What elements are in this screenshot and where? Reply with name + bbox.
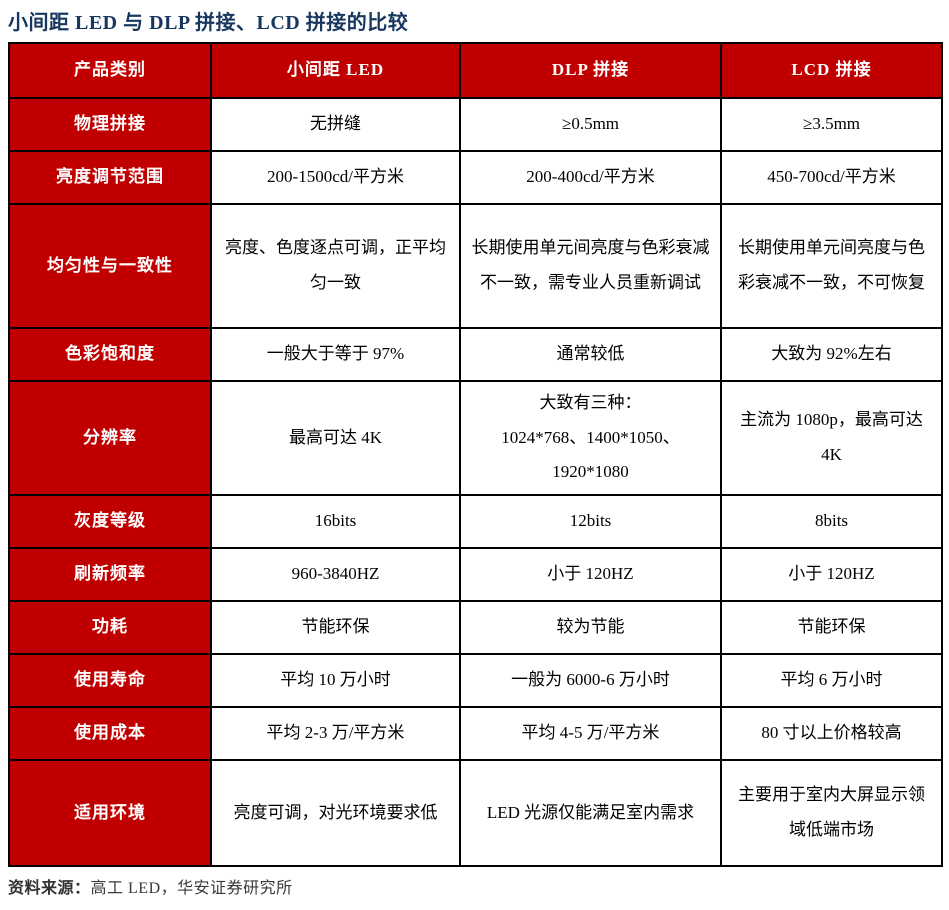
column-header-lcd: LCD 拼接	[720, 42, 943, 99]
table-cell: 200-400cd/平方米	[459, 150, 722, 205]
table-cell: 450-700cd/平方米	[720, 150, 943, 205]
table-cell: 最高可达 4K	[210, 380, 461, 496]
table-cell: 通常较低	[459, 327, 722, 382]
column-header-dlp: DLP 拼接	[459, 42, 722, 99]
table-cell: 8bits	[720, 494, 943, 549]
table-cell: 一般为 6000-6 万小时	[459, 653, 722, 708]
row-label: 适用环境	[8, 759, 212, 867]
table-row-grayscale: 灰度等级 16bits 12bits 8bits	[8, 494, 943, 549]
table-row-usage-cost: 使用成本 平均 2-3 万/平方米 平均 4-5 万/平方米 80 寸以上价格较…	[8, 706, 943, 761]
table-cell: 节能环保	[210, 600, 461, 655]
table-cell: 一般大于等于 97%	[210, 327, 461, 382]
row-label: 亮度调节范围	[8, 150, 212, 205]
table-row-power-consumption: 功耗 节能环保 较为节能 节能环保	[8, 600, 943, 655]
row-label: 分辨率	[8, 380, 212, 496]
row-label: 使用寿命	[8, 653, 212, 708]
column-header-category: 产品类别	[8, 42, 212, 99]
table-cell: 长期使用单元间亮度与色彩衰减不一致，不可恢复	[720, 203, 943, 329]
table-cell: 长期使用单元间亮度与色彩衰减不一致，需专业人员重新调试	[459, 203, 722, 329]
table-row-lifespan: 使用寿命 平均 10 万小时 一般为 6000-6 万小时 平均 6 万小时	[8, 653, 943, 708]
table-row-brightness-range: 亮度调节范围 200-1500cd/平方米 200-400cd/平方米 450-…	[8, 150, 943, 205]
table-cell: 平均 10 万小时	[210, 653, 461, 708]
table-row-resolution: 分辨率 最高可达 4K 大致有三种： 1024*768、1400*1050、 1…	[8, 380, 943, 496]
table-cell: 亮度可调，对光环境要求低	[210, 759, 461, 867]
row-label: 均匀性与一致性	[8, 203, 212, 329]
table-cell: 大致为 92%左右	[720, 327, 943, 382]
row-label: 物理拼接	[8, 97, 212, 152]
table-cell: 平均 4-5 万/平方米	[459, 706, 722, 761]
table-cell: 大致有三种： 1024*768、1400*1050、 1920*1080	[459, 380, 722, 496]
table-cell: 小于 120HZ	[459, 547, 722, 602]
table-row-physical-splicing: 物理拼接 无拼缝 ≥0.5mm ≥3.5mm	[8, 97, 943, 152]
row-label: 色彩饱和度	[8, 327, 212, 382]
header-row: 产品类别 小间距 LED DLP 拼接 LCD 拼接	[8, 42, 943, 99]
row-label: 功耗	[8, 600, 212, 655]
table-cell: 主要用于室内大屏显示领域低端市场	[720, 759, 943, 867]
table-row-applicable-environment: 适用环境 亮度可调，对光环境要求低 LED 光源仅能满足室内需求 主要用于室内大…	[8, 759, 943, 867]
table-cell: 16bits	[210, 494, 461, 549]
source-text: 高工 LED，华安证券研究所	[90, 880, 293, 897]
table-cell: 较为节能	[459, 600, 722, 655]
table-row-color-saturation: 色彩饱和度 一般大于等于 97% 通常较低 大致为 92%左右	[8, 327, 943, 382]
table-cell: 节能环保	[720, 600, 943, 655]
row-label: 使用成本	[8, 706, 212, 761]
table-cell: 200-1500cd/平方米	[210, 150, 461, 205]
table-cell: 960-3840HZ	[210, 547, 461, 602]
table-row-refresh-rate: 刷新频率 960-3840HZ 小于 120HZ 小于 120HZ	[8, 547, 943, 602]
page-title: 小间距 LED 与 DLP 拼接、LCD 拼接的比较	[8, 12, 409, 34]
table-cell: 亮度、色度逐点可调，正平均匀一致	[210, 203, 461, 329]
row-label: 刷新频率	[8, 547, 212, 602]
comparison-table: 产品类别 小间距 LED DLP 拼接 LCD 拼接 物理拼接 无拼缝 ≥0.5…	[8, 42, 943, 867]
table-cell: LED 光源仅能满足室内需求	[459, 759, 722, 867]
table-cell: 平均 2-3 万/平方米	[210, 706, 461, 761]
table-cell: 平均 6 万小时	[720, 653, 943, 708]
source-label: 资料来源：	[8, 880, 91, 897]
table-cell: ≥3.5mm	[720, 97, 943, 152]
table-cell: 12bits	[459, 494, 722, 549]
table-cell: 无拼缝	[210, 97, 461, 152]
column-header-led: 小间距 LED	[210, 42, 461, 99]
table-row-uniformity: 均匀性与一致性 亮度、色度逐点可调，正平均匀一致 长期使用单元间亮度与色彩衰减不…	[8, 203, 943, 329]
table-cell: 80 寸以上价格较高	[720, 706, 943, 761]
source-note: 资料来源：高工 LED，华安证券研究所	[8, 874, 949, 898]
row-label: 灰度等级	[8, 494, 212, 549]
table-cell: ≥0.5mm	[459, 97, 722, 152]
table-cell: 主流为 1080p，最高可达 4K	[720, 380, 943, 496]
table-cell: 小于 120HZ	[720, 547, 943, 602]
